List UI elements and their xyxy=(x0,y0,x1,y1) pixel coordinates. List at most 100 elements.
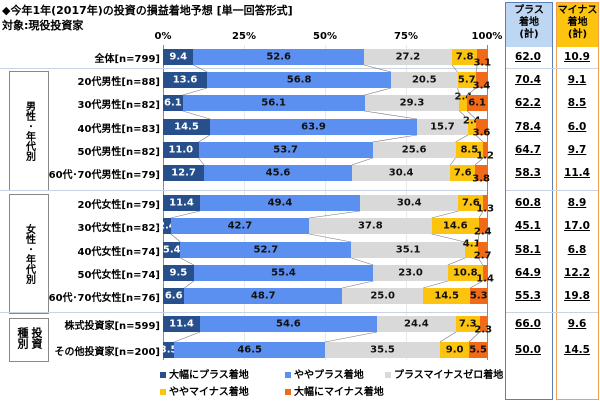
connector-line xyxy=(439,331,457,343)
x-tick-label: 100% xyxy=(471,31,503,42)
data-label: 42.7 xyxy=(227,220,253,232)
plus-header: プラス 着地 (計) xyxy=(506,5,552,41)
connector-line xyxy=(182,87,208,96)
bar-segment-3 xyxy=(325,342,441,358)
bar-segment-4 xyxy=(440,342,470,358)
data-label: 4.1 xyxy=(462,238,481,250)
minus-header-line: 着地 xyxy=(567,17,588,28)
bar-segment-5 xyxy=(477,49,488,65)
data-label: 35.1 xyxy=(395,244,421,256)
bar-segment-5 xyxy=(483,195,488,211)
data-label: 2.4 xyxy=(158,220,176,232)
plus-total-value: 64.7 xyxy=(515,144,541,156)
connector-line xyxy=(364,110,418,120)
data-label: 14.5 xyxy=(434,290,459,302)
data-label: 30.4 xyxy=(388,167,414,179)
bar-segment-3 xyxy=(417,119,468,135)
bar-segment-4 xyxy=(452,49,478,65)
legend-item: 大幅にマイナス着地 xyxy=(285,383,384,398)
minus-total-value: 14.5 xyxy=(564,344,590,356)
connector-line xyxy=(184,280,194,289)
data-label: 63.9 xyxy=(301,121,326,133)
plus-total-column xyxy=(505,2,553,400)
data-label: 7.8 xyxy=(455,51,474,63)
bar-segment-2 xyxy=(207,72,392,88)
chart-title: ◆今年1年(2017年)の投資の損益着地予想 [単一回答形式] xyxy=(2,4,293,17)
minus-total-value: 19.8 xyxy=(564,290,590,302)
row-label: 20代女性[n=79] xyxy=(77,200,160,211)
data-label: 5.7 xyxy=(457,74,476,86)
bar-segment-4 xyxy=(458,195,484,211)
legend-label: 大幅にプラス着地 xyxy=(169,370,249,381)
bar-segment-2 xyxy=(170,218,310,234)
connector-line xyxy=(198,157,205,166)
row-separator xyxy=(506,68,598,69)
connector-line xyxy=(431,210,459,219)
bar-segment-5 xyxy=(478,218,487,234)
data-label: 12.7 xyxy=(171,167,196,179)
connector-line xyxy=(309,233,352,243)
legend-item: プラスマイナスゼロ着地 xyxy=(385,366,503,381)
data-label: 1.2 xyxy=(476,150,494,162)
plus-header-line: (計) xyxy=(519,29,539,40)
connector-line xyxy=(182,110,211,120)
row-separator xyxy=(506,312,598,313)
data-label: 3.4 xyxy=(472,80,491,92)
bar-segment-2 xyxy=(199,316,377,332)
data-label: 45.6 xyxy=(265,167,291,179)
bar-segment-1 xyxy=(163,242,181,258)
bar-segment-5 xyxy=(475,72,487,88)
bar-segment-2 xyxy=(193,265,374,281)
bar-segment-5 xyxy=(478,242,487,258)
data-label: 3.8 xyxy=(472,173,491,185)
minus-total-value: 6.8 xyxy=(567,244,587,256)
row-label: 60代･70代女性[n=76] xyxy=(48,293,160,304)
plus-total-value: 60.8 xyxy=(515,197,541,209)
data-label: 2.4 xyxy=(473,226,492,238)
plus-total-value: 58.3 xyxy=(515,167,541,179)
bar-segment-5 xyxy=(482,265,488,281)
bar-segment-1 xyxy=(163,342,175,358)
data-label: 14.5 xyxy=(174,121,199,133)
minus-total-value: 11.4 xyxy=(564,167,590,179)
data-label: 1.4 xyxy=(476,273,494,285)
data-label: 27.2 xyxy=(395,51,421,63)
bar-segment-2 xyxy=(184,288,343,304)
group-label-investor: 投資種別 xyxy=(16,327,43,349)
plus-total-value: 78.4 xyxy=(515,121,541,133)
row-label: 50代女性[n=74] xyxy=(77,270,160,281)
minus-total-value: 9.1 xyxy=(567,74,587,86)
minus-header-line: マイナス xyxy=(557,5,598,16)
connector-line xyxy=(170,210,201,219)
data-label: 29.3 xyxy=(399,97,425,109)
data-label: 11.0 xyxy=(168,144,194,156)
legend-swatch xyxy=(285,372,291,378)
data-label: 5.3 xyxy=(469,290,488,302)
legend-swatch xyxy=(160,389,166,395)
connector-line xyxy=(324,331,377,343)
connector-line xyxy=(423,280,448,289)
row-label: 全体[n=799] xyxy=(94,54,160,65)
bar-segment-1 xyxy=(163,49,194,65)
bar-segment-1 xyxy=(163,119,210,135)
bar-segment-4 xyxy=(455,316,480,332)
plus-total-value: 45.1 xyxy=(515,220,541,232)
legend-item: 大幅にプラス着地 xyxy=(160,366,249,381)
row-label: 20代男性[n=88] xyxy=(77,77,160,88)
data-label: 7.6 xyxy=(461,197,480,209)
bar-segment-2 xyxy=(180,242,352,258)
bar-segment-3 xyxy=(342,288,424,304)
minus-total-value: 12.2 xyxy=(564,267,590,279)
plus-total-value: 50.0 xyxy=(515,344,541,356)
bar-segment-1 xyxy=(163,72,208,88)
connector-line xyxy=(170,233,181,243)
bar-segment-3 xyxy=(363,49,452,65)
data-label: 2.4 xyxy=(454,91,473,103)
bar-segment-1 xyxy=(163,142,199,158)
data-label: 5.4 xyxy=(162,244,181,256)
minus-total-value: 10.9 xyxy=(564,51,590,63)
data-label: 48.7 xyxy=(250,290,276,302)
minus-total-column xyxy=(556,2,599,400)
data-label: 23.0 xyxy=(398,267,423,279)
